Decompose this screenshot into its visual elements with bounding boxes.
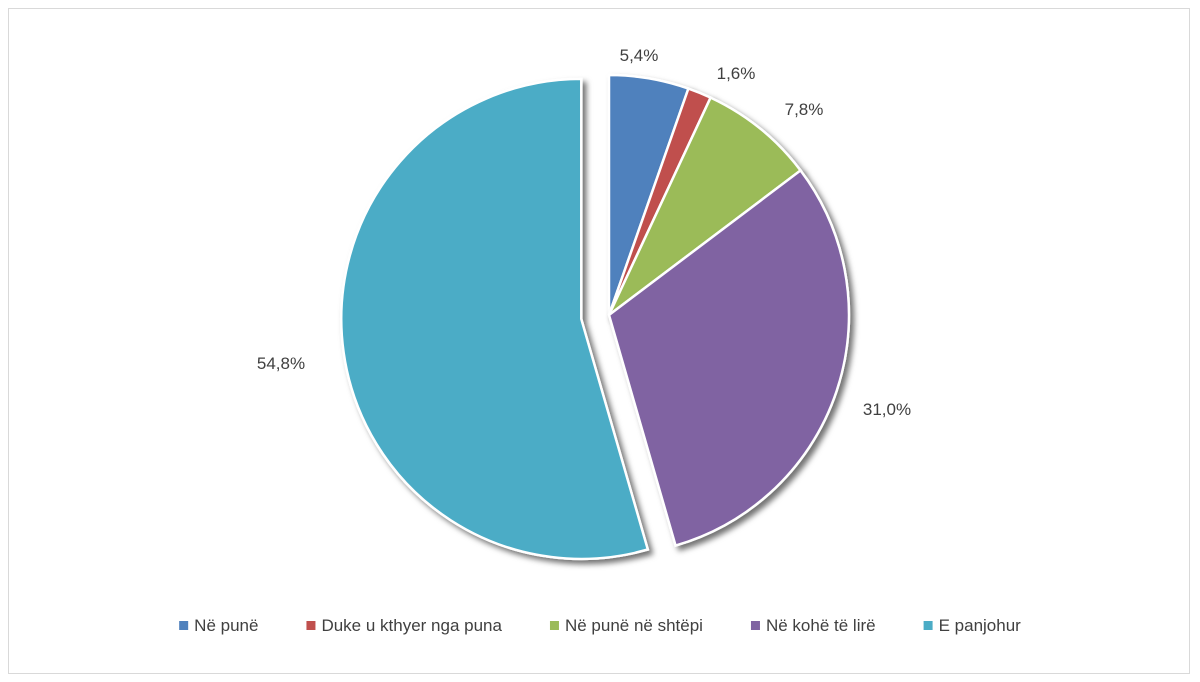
pie-slice-4: [340, 77, 650, 561]
data-label-1: 1,6%: [717, 64, 756, 83]
pie-slice-2: [607, 95, 803, 316]
legend-label-3: Në kohë të lirë: [766, 616, 876, 635]
data-label-4: 54,8%: [257, 354, 305, 373]
pie-data-labels: 5,4% 1,6% 7,8% 31,0% 54,8%: [257, 46, 911, 419]
legend-marker-3: [750, 621, 760, 630]
legend-marker-4: [923, 621, 933, 630]
pie-slice-3: [607, 168, 851, 548]
legend-label-2: Në punë në shtëpi: [565, 616, 703, 635]
pie-slices: [340, 73, 851, 561]
legend-label-4: E panjohur: [939, 616, 1022, 635]
legend-label-0: Në punë: [194, 616, 258, 635]
data-label-0: 5,4%: [620, 46, 659, 65]
legend-marker-0: [179, 621, 189, 630]
legend-marker-1: [306, 621, 316, 630]
legend-label-1: Duke u kthyer nga puna: [321, 616, 502, 635]
legend-item-2: Në punë në shtëpi: [549, 616, 703, 635]
legend-item-0: Në punë: [179, 616, 258, 635]
legend-item-1: Duke u kthyer nga puna: [306, 616, 503, 635]
chart-frame: 5,4% 1,6% 7,8% 31,0% 54,8% Në punë Duke u kth…: [8, 8, 1190, 674]
pie-chart: 5,4% 1,6% 7,8% 31,0% 54,8% Në punë Duke u kth…: [179, 46, 1021, 635]
legend-item-4: E panjohur: [923, 616, 1022, 635]
legend-item-3: Në kohë të lirë: [750, 616, 876, 635]
chart-legend: Në punë Duke u kthyer nga puna Në punë në …: [179, 616, 1021, 635]
data-label-2: 7,8%: [785, 100, 824, 119]
legend-marker-2: [549, 621, 559, 630]
data-label-3: 31,0%: [863, 400, 911, 419]
